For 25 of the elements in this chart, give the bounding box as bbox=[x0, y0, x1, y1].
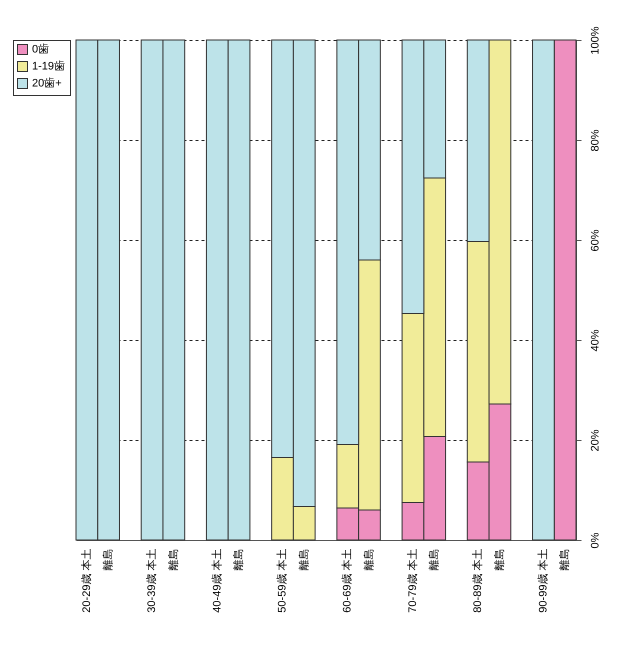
x-tick-label: 離島 bbox=[558, 548, 572, 570]
x-tick-label: 離島 bbox=[297, 548, 310, 570]
x-tick-label: 離島 bbox=[362, 548, 376, 570]
y-tick-label: 100% bbox=[590, 26, 602, 55]
x-tick-label: 離島 bbox=[232, 548, 246, 570]
y-tick-label: 40% bbox=[590, 329, 602, 352]
x-tick-label: 80-89歳 本土 bbox=[471, 548, 484, 613]
x-tick-label: 90-99歳 本土 bbox=[536, 548, 550, 613]
x-tick-label: 離島 bbox=[492, 548, 506, 570]
legend-label: 1-19歯 bbox=[32, 60, 66, 72]
x-tick-label: 30-39歳 本土 bbox=[145, 548, 158, 613]
x-tick-label: 離島 bbox=[428, 548, 441, 570]
x-tick-label: 50-59歳 本土 bbox=[276, 548, 289, 613]
y-tick-label: 0% bbox=[590, 532, 602, 548]
y-tick-label: 80% bbox=[590, 129, 602, 152]
legend-label: 0歯 bbox=[32, 42, 50, 56]
y-tick-label: 60% bbox=[590, 229, 602, 252]
x-tick-label: 60-69歳 本土 bbox=[340, 548, 354, 613]
y-tick-label: 20% bbox=[590, 429, 602, 452]
x-tick-label: 離島 bbox=[166, 548, 180, 570]
legend-label: 20歯+ bbox=[32, 76, 62, 90]
x-tick-label: 70-79歳 本土 bbox=[406, 548, 419, 613]
x-tick-label: 40-49歳 本土 bbox=[210, 548, 224, 613]
x-tick-label: 20-29歳 本土 bbox=[80, 548, 93, 613]
x-tick-label: 離島 bbox=[102, 548, 115, 570]
